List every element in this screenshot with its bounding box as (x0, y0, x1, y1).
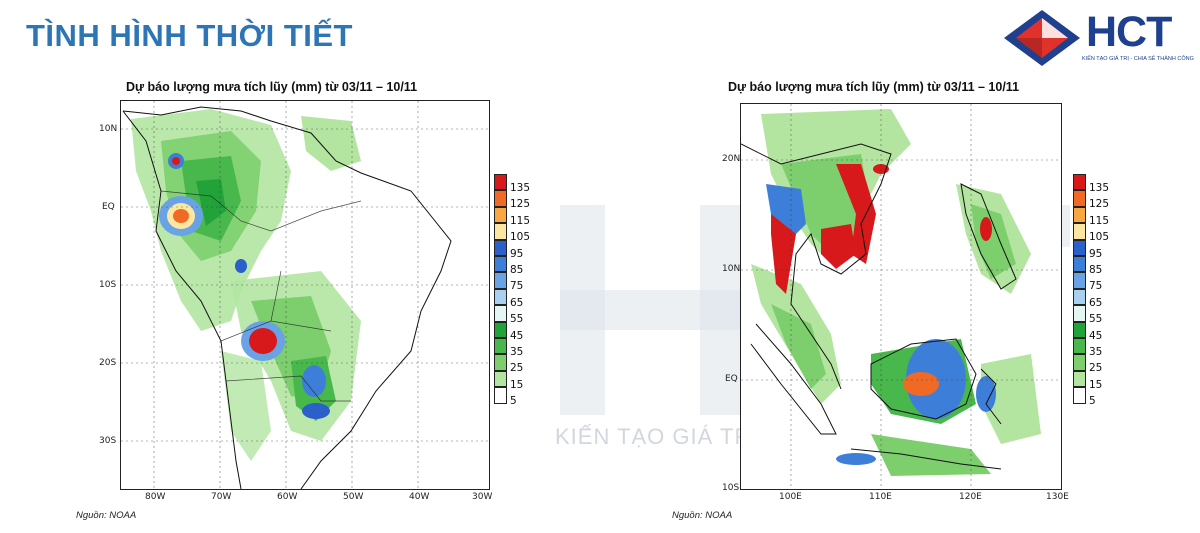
colorbar-label: 35 (510, 346, 524, 358)
colorbar-swatch (1073, 174, 1086, 191)
colorbar-label: 55 (1089, 313, 1103, 326)
lon-label: 60W (277, 492, 298, 502)
logo-tagline: KIẾN TẠO GIÁ TRỊ - CHIA SẺ THÀNH CÔNG (1082, 56, 1194, 62)
colorbar-swatch (1073, 370, 1086, 388)
colorbar-swatch (494, 338, 507, 355)
colorbar-label: 65 (1089, 296, 1103, 309)
map-south-america (120, 100, 490, 490)
map-title-southeast-asia: Dự báo lượng mưa tích lũy (mm) từ 03/11 … (728, 80, 1020, 94)
lon-label: 70W (211, 492, 232, 502)
colorbar-label: 135 (510, 182, 531, 194)
colorbar-swatch (494, 305, 507, 322)
lon-label: 130E (1046, 492, 1069, 502)
colorbar-label: 75 (510, 280, 524, 293)
colorbar-label: 65 (510, 296, 524, 309)
colorbar-swatch (494, 272, 507, 289)
colorbar-swatch (1073, 190, 1086, 207)
page-title: TÌNH HÌNH THỜI TIẾT (26, 18, 353, 53)
colorbar-label: 115 (510, 214, 531, 227)
colorbar-swatch (1073, 305, 1086, 322)
lon-label: 80W (145, 492, 166, 502)
colorbar-swatch (1073, 338, 1086, 355)
colorbar-swatch (494, 321, 507, 338)
colorbar-swatch (494, 206, 507, 224)
colorbar-label: 45 (510, 329, 524, 342)
colorbar-label: 95 (1089, 247, 1103, 260)
lon-label: 40W (409, 492, 430, 502)
colorbar-label: 5 (510, 395, 517, 408)
colorbar-swatch (1073, 239, 1086, 256)
colorbar-swatch (1073, 387, 1086, 404)
lon-label: 120E (959, 492, 982, 502)
colorbar-label: 45 (1089, 329, 1103, 342)
colorbar-swatch (494, 256, 507, 273)
lon-label: 110E (869, 492, 892, 502)
colorbar-label: 125 (1089, 198, 1110, 211)
colorbar-label: 95 (510, 247, 524, 260)
colorbar-swatch (494, 288, 507, 306)
lat-label: 20N (722, 154, 741, 164)
colorbar-label: 55 (510, 313, 524, 326)
colorbar-label: 125 (510, 198, 531, 211)
lat-label: 10N (722, 264, 741, 274)
colorbar-label: 105 (510, 231, 531, 244)
colorbar-swatch (494, 370, 507, 388)
colorbar-swatch (494, 223, 507, 240)
colorbar-swatch (1073, 272, 1086, 289)
colorbar-swatch (1073, 206, 1086, 224)
colorbar-swatch (494, 190, 507, 207)
colorbar-swatch (1073, 321, 1086, 338)
colorbar-label: 85 (1089, 264, 1103, 276)
colorbar-swatch (1073, 288, 1086, 306)
colorbar-label: 5 (1089, 395, 1096, 408)
hct-logo: HCT KIẾN TẠO GIÁ TRỊ - CHIA SẺ THÀNH CÔN… (1002, 8, 1194, 68)
colorbar-swatch (1073, 354, 1086, 371)
colorbar-swatch (1073, 223, 1086, 240)
colorbar-label: 25 (1089, 362, 1103, 375)
lat-label: EQ (725, 374, 738, 384)
colorbar-label: 105 (1089, 231, 1110, 244)
lon-label: 100E (779, 492, 802, 502)
map-southeast-asia (740, 103, 1062, 490)
colorbar-label: 15 (1089, 378, 1103, 391)
lat-label: 20S (99, 358, 117, 368)
colorbar-swatch (494, 174, 507, 191)
colorbar-label: 35 (1089, 346, 1103, 358)
colorbar-label: 135 (1089, 182, 1110, 194)
lat-label: 10N (99, 124, 118, 134)
colorbar-label: 75 (1089, 280, 1103, 293)
logo-diamond-icon (1004, 10, 1080, 66)
source-note-right: Nguồn: NOAA (672, 510, 733, 521)
logo-wordmark: HCT (1086, 8, 1172, 56)
lat-label: 10S (722, 483, 740, 493)
lon-label: 30W (472, 492, 493, 502)
lon-label: 50W (343, 492, 364, 502)
lat-label: EQ (102, 202, 115, 212)
colorbar-swatch (494, 354, 507, 371)
lat-label: 30S (99, 436, 117, 446)
colorbar-swatch (494, 387, 507, 404)
colorbar-swatch (1073, 256, 1086, 273)
lat-label: 10S (99, 280, 117, 290)
colorbar-label: 15 (510, 378, 524, 391)
colorbar-swatch (494, 239, 507, 256)
source-note-left: Nguồn: NOAA (76, 510, 137, 521)
colorbar-label: 25 (510, 362, 524, 375)
colorbar-label: 85 (510, 264, 524, 276)
colorbar-label: 115 (1089, 214, 1110, 227)
map-title-south-america: Dự báo lượng mưa tích lũy (mm) từ 03/11 … (126, 80, 418, 94)
